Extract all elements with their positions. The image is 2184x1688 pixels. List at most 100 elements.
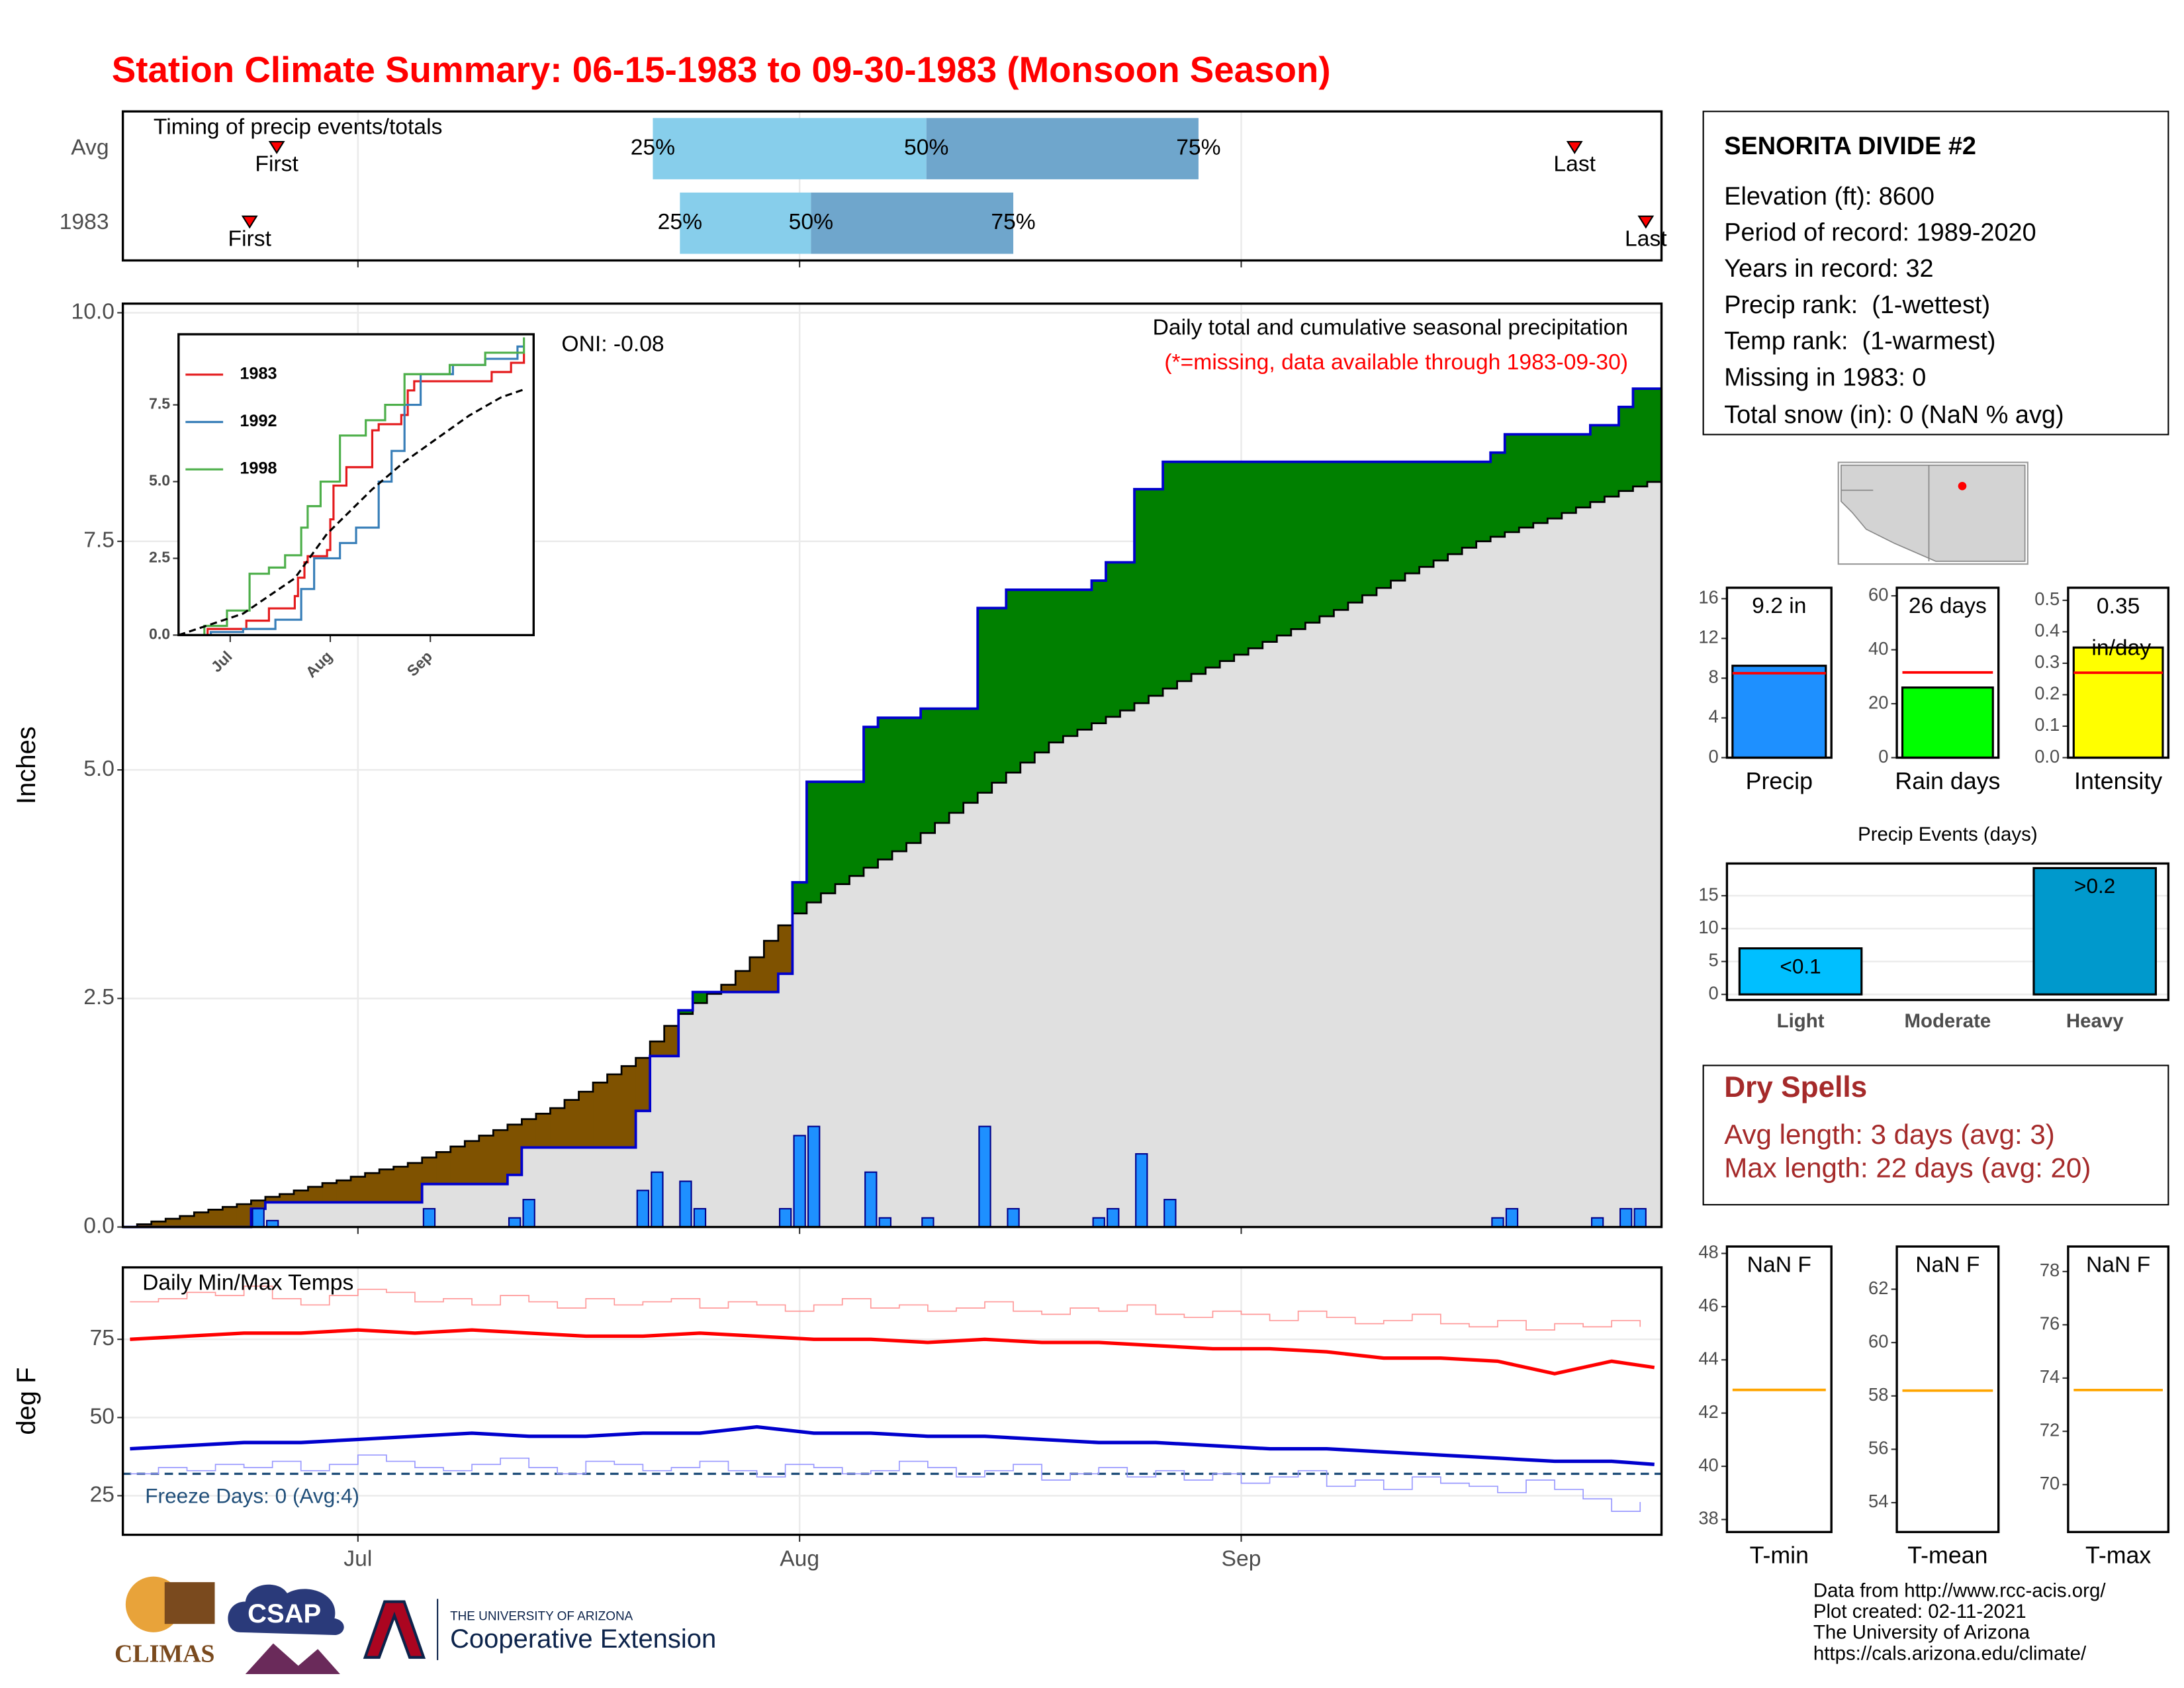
y-tick-label: 42 [1698, 1401, 1718, 1422]
daily-precip-bar [1491, 1217, 1504, 1228]
station-line: Years in record: 32 [1724, 255, 1933, 283]
y-tick-label: 8 [1709, 667, 1719, 687]
deficit-fill [179, 1216, 195, 1227]
surplus-fill [1262, 461, 1277, 642]
locator-map [1837, 461, 2028, 565]
seasonal-fill [1163, 688, 1178, 1227]
seasonal-fill [1504, 532, 1520, 1227]
observed-cumulative-line [122, 387, 1662, 1229]
surplus-fill [1519, 434, 1534, 528]
surplus-fill [1277, 461, 1292, 636]
daily-precip-bar [978, 1125, 991, 1228]
annotation: Freeze Days: 0 (Avg:4) [145, 1484, 359, 1508]
daily-precip-bar [1163, 1199, 1177, 1228]
seasonal-fill [279, 1202, 295, 1227]
y-tick-label: 0.1 [2034, 714, 2060, 735]
deficit-fill [778, 925, 794, 974]
station-line: Elevation (ft): 8600 [1724, 183, 1934, 211]
category-label: Light [1777, 1010, 1825, 1032]
surplus-fill [1561, 434, 1576, 513]
y-tick-label: 60 [1868, 584, 1888, 604]
seasonal-fill [721, 992, 736, 1227]
surplus-fill [1447, 461, 1463, 555]
surplus-fill [1319, 461, 1335, 617]
daily-precip-bar [508, 1217, 522, 1228]
seasonal-fill [1305, 622, 1320, 1227]
daily-precip-bar [1633, 1207, 1647, 1228]
deficit-fill [535, 1113, 551, 1148]
y-tick-label: 5.0 [83, 757, 114, 781]
seasonal-fill [493, 1184, 508, 1227]
surplus-fill [1405, 461, 1420, 574]
value-label: 9.2 in [1752, 594, 1806, 618]
y-tick-label: 5.0 [149, 472, 170, 489]
daily-precip-bar [1007, 1207, 1020, 1228]
value-label: NaN F [2086, 1252, 2150, 1277]
marker-label: First [228, 226, 272, 251]
y-tick-label: 0.5 [2034, 588, 2060, 609]
daily-precip-bar [522, 1199, 535, 1228]
seasonal-fill [1277, 635, 1292, 1227]
seasonal-fill [336, 1202, 351, 1227]
station-box [1702, 111, 2169, 436]
deficit-fill [593, 1082, 608, 1148]
plot-background [1897, 1246, 1999, 1532]
chart-title: Daily Min/Max Temps [142, 1271, 353, 1295]
seasonal-fill [450, 1184, 465, 1227]
legend-label: 1983 [240, 365, 277, 383]
plot-frame [1895, 586, 2000, 759]
legend-label: 1998 [240, 459, 277, 478]
plot-frame [1725, 862, 2170, 1002]
daily-precip-bar [1590, 1217, 1604, 1228]
footer-line: The University of Arizona [1813, 1622, 2030, 1644]
csap-logo: CSAP [248, 1599, 321, 1628]
surplus-fill [1148, 489, 1163, 696]
quantile-label: 75% [991, 210, 1035, 234]
plot-frame [121, 1266, 1663, 1536]
y-tick-label: 40 [1698, 1454, 1718, 1475]
seasonal-fill [1618, 491, 1634, 1227]
surplus-fill [1105, 562, 1121, 717]
seasonal-fill [1462, 547, 1477, 1227]
deficit-fill [379, 1169, 394, 1203]
category-label: Intensity [2074, 768, 2162, 794]
series-line [178, 353, 525, 636]
daily-precip-bar [1505, 1207, 1519, 1228]
y-tick-label: 20 [1868, 692, 1888, 712]
seasonal-fill [1476, 541, 1491, 1227]
surplus-fill [1618, 406, 1634, 491]
surplus-fill [1091, 581, 1107, 724]
seasonal-fill [906, 843, 921, 1227]
surplus-fill [949, 708, 964, 813]
seasonal-fill [535, 1147, 551, 1227]
surplus-fill [1347, 461, 1363, 603]
y-tick-label: 40 [1868, 638, 1888, 659]
deficit-fill [493, 1130, 508, 1184]
surplus-fill [1134, 489, 1150, 704]
seasonal-fill [393, 1202, 408, 1227]
seasonal-fill [607, 1147, 622, 1227]
y-tick-label: 25 [90, 1482, 114, 1507]
event-marker [241, 215, 258, 229]
y-tick-label: 0.2 [2034, 683, 2060, 704]
y-tick-label: 0.0 [83, 1213, 114, 1238]
plot-frame [2067, 1245, 2170, 1534]
surplus-fill [849, 781, 864, 876]
category-label: Rain days [1895, 768, 2000, 794]
x-tick-label: Aug [780, 1546, 819, 1571]
y-tick-label: 5 [1709, 950, 1719, 970]
quantile-label: 25% [658, 210, 702, 234]
average-cumulative-line [122, 481, 1662, 1228]
seasonal-fill [1291, 629, 1306, 1227]
deficit-fill [336, 1180, 351, 1203]
seasonal-fill [1120, 710, 1135, 1227]
deficit-fill [664, 1025, 679, 1056]
surplus-fill [1376, 461, 1392, 588]
seasonal-fill [1433, 560, 1449, 1227]
seasonal-fill [1547, 518, 1563, 1227]
chart-subtitle: (*=missing, data available through 1983-… [1164, 350, 1628, 375]
climas-emblem-block [164, 1582, 215, 1624]
y-tick-label: 15 [1698, 884, 1718, 904]
y-tick-label: 74 [2040, 1366, 2060, 1387]
seasonal-fill [293, 1202, 309, 1227]
